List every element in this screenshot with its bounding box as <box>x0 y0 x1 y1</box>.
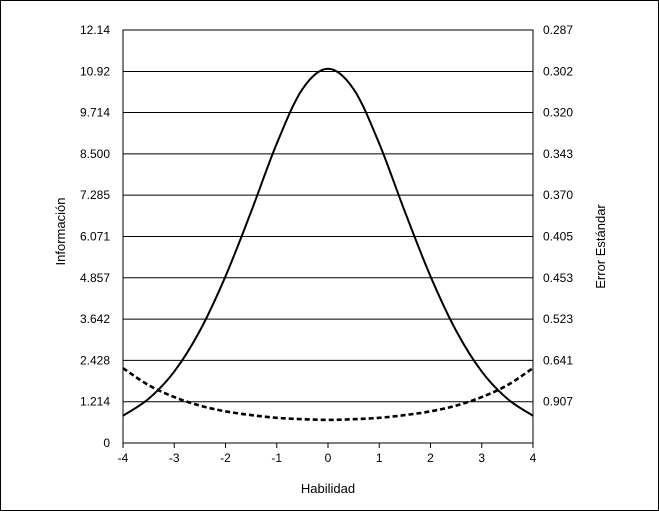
y-right-tick-label: 0.907 <box>543 395 573 409</box>
y-left-tick-label: 4.857 <box>80 271 110 285</box>
series-layer <box>122 67 534 422</box>
y-left-tick-label: 6.071 <box>80 229 110 243</box>
y-left-tick-label: 2.428 <box>80 353 110 367</box>
x-tick-label: -1 <box>271 451 282 465</box>
y-right-tick-label: 0.405 <box>543 229 573 243</box>
y-left-tick-label: 12.14 <box>80 23 110 37</box>
y-left-tick-label: 10.92 <box>80 65 110 79</box>
y-left-tick-label: 9.714 <box>80 106 110 120</box>
y-right-tick-label: 0.641 <box>543 353 573 367</box>
y-right-tick-label: 0.320 <box>543 106 573 120</box>
y-left-tick-labels: 0 1.214 2.428 3.642 4.857 6.071 7.285 8.500 9.71… <box>80 23 110 450</box>
x-tick-label: -3 <box>169 451 180 465</box>
y-left-tick-label: 8.500 <box>80 147 110 161</box>
y-right-tick-label: 0.287 <box>543 23 573 37</box>
y-right-axis-label: Error Estándar <box>593 204 608 289</box>
series-line-dashed <box>122 367 534 422</box>
series-line-solid <box>122 67 534 417</box>
y-right-tick-labels: 0.907 0.641 0.523 0.453 0.405 0.370 0.343 0.320… <box>543 23 573 409</box>
y-left-tick-label: 3.642 <box>80 312 110 326</box>
y-left-axis-label: Información <box>53 198 68 266</box>
x-axis-label: Habilidad <box>301 481 355 496</box>
x-tick-label: 2 <box>427 451 434 465</box>
x-tick-label: 4 <box>530 451 537 465</box>
y-left-tick-label: 1.214 <box>80 395 110 409</box>
y-right-tick-label: 0.302 <box>543 65 573 79</box>
y-right-tick-label: 0.523 <box>543 312 573 326</box>
x-tick-label: -2 <box>220 451 231 465</box>
x-tick-label: -4 <box>118 451 129 465</box>
y-right-tick-label: 0.370 <box>543 188 573 202</box>
x-tick-labels: -4 -3 -2 -1 0 1 2 3 4 <box>118 443 537 465</box>
y-left-tick-label: 7.285 <box>80 188 110 202</box>
x-tick-label: 0 <box>325 451 332 465</box>
y-right-tick-label: 0.453 <box>543 271 573 285</box>
x-tick-label: 1 <box>376 451 383 465</box>
y-left-tick-label: 0 <box>103 436 110 450</box>
grid <box>123 29 533 444</box>
x-tick-label: 3 <box>478 451 485 465</box>
y-right-tick-label: 0.343 <box>543 147 573 161</box>
